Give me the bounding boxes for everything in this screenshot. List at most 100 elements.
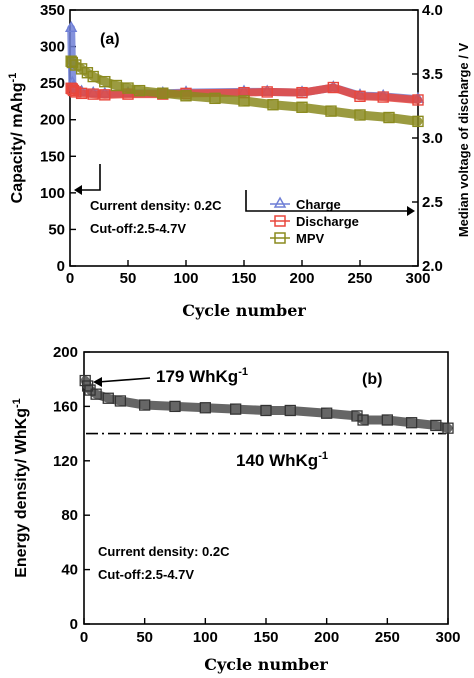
plot-area-b — [83, 351, 449, 625]
x-tick-label-b: 300 — [435, 629, 460, 646]
y2-axis-label-a: Median voltage of discharge / V — [456, 43, 471, 238]
series-line-energy — [80, 376, 453, 433]
data-point-discharge — [87, 88, 99, 100]
y-tick-label-a: 100 — [40, 185, 65, 202]
data-point-discharge — [354, 90, 366, 103]
y-axis-label-a: Capacity/ mAhg-1 — [7, 73, 26, 204]
arrow-head-left — [74, 185, 82, 195]
data-point-mpv — [75, 63, 88, 75]
legend-item-discharge: Discharge — [270, 214, 359, 229]
data-point-discharge — [67, 84, 80, 97]
x-tick-label-b: 100 — [193, 629, 218, 646]
legend-label-charge: Charge — [296, 197, 341, 212]
legend-item-mpv: MPV — [270, 231, 325, 246]
data-point-energy — [230, 403, 242, 415]
x-tick-label-a: 150 — [231, 270, 256, 287]
y-tick-label-b: 80 — [61, 507, 78, 524]
note-a-cutoff: Cut-off:2.5-4.7V — [90, 221, 186, 236]
data-point-mpv — [87, 70, 99, 83]
y-tick-label-b: 160 — [53, 398, 78, 415]
legend-a: Charge Discharge MPV — [270, 196, 359, 246]
data-point-energy — [381, 414, 393, 426]
y-tick-label-a: 350 — [40, 2, 65, 19]
arrow-to-left-axis — [76, 164, 101, 191]
data-point-energy — [199, 402, 211, 414]
y-axis-label-b: Energy density/ WhKg-1 — [11, 398, 30, 578]
data-point-mpv — [66, 56, 79, 69]
note-b-cutoff: Cut-off:2.5-4.7V — [98, 567, 194, 582]
legend-label-discharge: Discharge — [296, 214, 359, 229]
data-point-discharge — [327, 81, 340, 94]
y-tick-label-b: 200 — [53, 344, 78, 361]
square-marker-icon — [274, 215, 286, 227]
y2-tick-label-a: 2.0 — [422, 258, 443, 275]
data-point-mpv — [325, 105, 337, 117]
triangle-marker-icon — [273, 196, 287, 208]
data-point-mpv — [133, 84, 146, 97]
data-point-mpv — [110, 79, 123, 92]
data-point-energy — [284, 404, 296, 417]
note-b-current: Current density: 0.2C — [98, 544, 230, 559]
x-tick-label-a: 0 — [66, 270, 74, 287]
data-point-mpv — [122, 82, 134, 94]
data-point-mpv — [354, 109, 366, 121]
y2-tick-label-a: 2.5 — [422, 194, 443, 211]
data-point-mpv — [412, 115, 424, 128]
data-point-charge — [64, 20, 78, 32]
x-tick-label-b: 200 — [314, 629, 339, 646]
data-point-mpv — [99, 75, 111, 88]
y2-tick-label-a: 4.0 — [422, 2, 443, 19]
data-point-energy — [81, 380, 94, 392]
x-tick-label-a: 50 — [120, 270, 137, 287]
x-tick-label-b: 150 — [253, 629, 278, 646]
data-point-energy — [442, 422, 454, 434]
data-point-mpv — [81, 67, 94, 79]
data-point-energy — [260, 404, 272, 417]
data-point-energy — [430, 419, 442, 432]
data-point-energy — [84, 384, 96, 396]
data-point-discharge — [75, 87, 88, 100]
panel-a: 0 50 100 150 200 250 300 0 50 100 150 200 250 300 350 2… — [7, 2, 471, 320]
arrow-head-right — [407, 206, 415, 216]
y-tick-label-b: 120 — [53, 453, 78, 470]
data-point-mpv — [267, 99, 279, 111]
data-point-energy — [405, 417, 418, 429]
x-tick-label-b: 0 — [80, 629, 88, 646]
data-point-mpv — [209, 92, 221, 105]
data-point-mpv — [157, 87, 169, 99]
panel-b: 0 50 100 150 200 250 300 0 40 80 120 160 200 (b) 179… — [11, 344, 461, 674]
data-point-discharge — [70, 86, 82, 98]
data-point-mpv — [238, 95, 250, 107]
data-point-mpv — [70, 59, 82, 71]
data-point-energy — [321, 407, 333, 419]
annotation-179: 179 WhKg-1 — [156, 366, 248, 386]
x-tick-label-b: 250 — [375, 629, 400, 646]
y-tick-label-b: 0 — [70, 616, 78, 633]
arrow-to-right-axis — [245, 190, 410, 212]
data-point-energy — [357, 414, 369, 426]
y-tick-label-a: 250 — [40, 75, 65, 92]
annotation-140: 140 WhKg-1 — [236, 450, 328, 470]
data-point-mpv — [296, 101, 308, 113]
legend-item-charge: Charge — [270, 196, 341, 212]
data-point-discharge — [261, 86, 273, 98]
y2-tick-label-a: 3.5 — [422, 66, 443, 83]
data-point-energy — [169, 400, 181, 413]
y-tick-label-a: 0 — [57, 258, 65, 275]
y-tick-label-b: 40 — [61, 562, 78, 579]
panel-label-a: (a) — [100, 31, 120, 48]
data-point-discharge — [296, 86, 308, 99]
y2-tick-label-a: 3.0 — [422, 130, 443, 147]
data-point-discharge — [412, 94, 424, 106]
y-tick-label-a: 200 — [40, 112, 65, 129]
arrow-head-first-point — [93, 377, 102, 387]
arrow-to-first-point — [97, 377, 151, 383]
data-point-energy — [114, 395, 127, 407]
x-tick-label-a: 200 — [289, 270, 314, 287]
data-point-discharge — [99, 89, 111, 101]
x-axis-label-b: Cycle number — [204, 655, 328, 674]
data-point-energy — [139, 399, 151, 411]
data-point-mpv — [383, 111, 395, 124]
panel-label-b: (b) — [362, 371, 382, 388]
